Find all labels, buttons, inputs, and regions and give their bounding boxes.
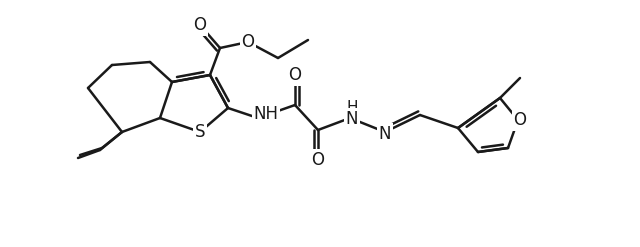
Text: O: O xyxy=(241,33,255,51)
Text: N: N xyxy=(379,125,391,143)
Text: O: O xyxy=(193,16,207,34)
Text: S: S xyxy=(195,123,205,141)
Text: O: O xyxy=(312,151,324,169)
Text: H: H xyxy=(346,100,358,115)
Text: NH: NH xyxy=(253,105,278,123)
Text: O: O xyxy=(513,111,527,129)
Text: N: N xyxy=(346,110,358,128)
Text: O: O xyxy=(289,66,301,84)
